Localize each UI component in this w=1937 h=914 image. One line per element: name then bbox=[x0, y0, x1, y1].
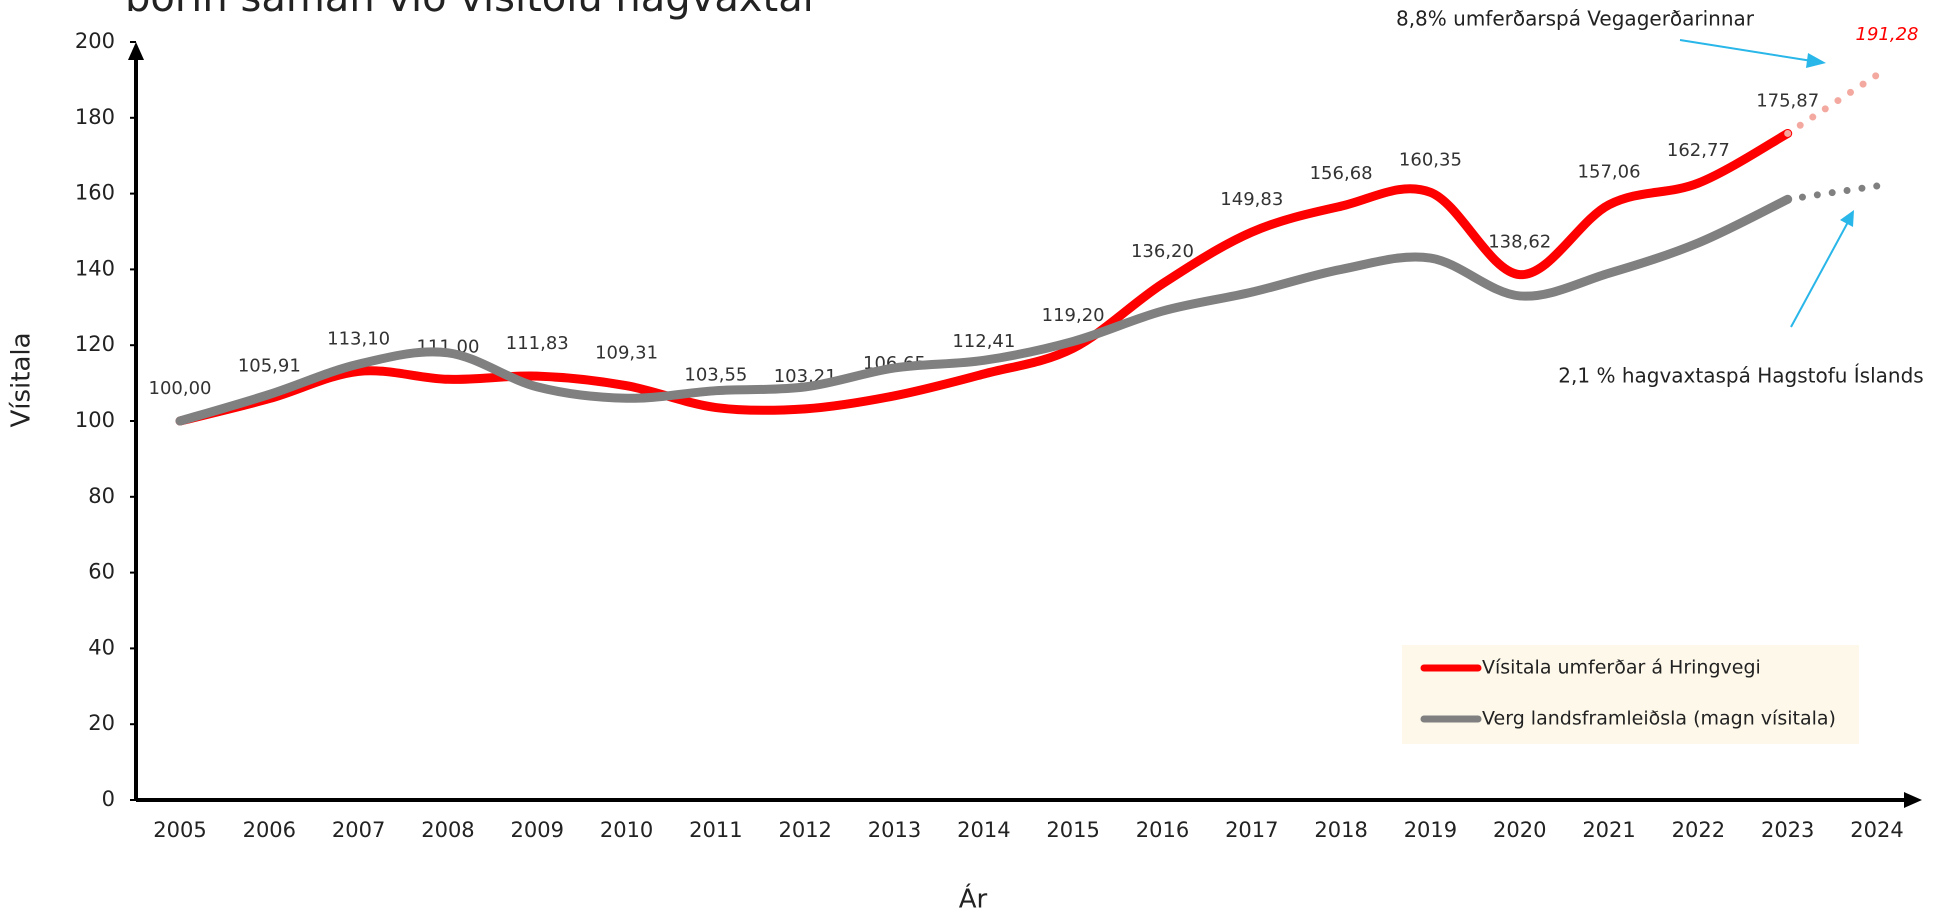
annotation-arrow bbox=[1679, 39, 1813, 62]
data-label: 119,20 bbox=[1042, 305, 1105, 326]
x-tick-label: 2019 bbox=[1404, 818, 1457, 842]
data-label: 113,10 bbox=[327, 328, 390, 349]
x-tick-label: 2013 bbox=[868, 818, 921, 842]
x-tick-label: 2017 bbox=[1225, 818, 1278, 842]
y-axis-arrow bbox=[128, 42, 144, 60]
chart-title: borin saman við vísitölu hagvaxtar bbox=[125, 0, 820, 21]
data-label: 105,91 bbox=[238, 356, 301, 377]
data-label: 136,20 bbox=[1131, 241, 1194, 262]
legend-label: Vísitala umferðar á Hringvegi bbox=[1482, 657, 1761, 679]
x-tick-label: 2021 bbox=[1582, 818, 1635, 842]
y-tick-label: 80 bbox=[88, 484, 115, 508]
x-tick-label: 2014 bbox=[957, 818, 1010, 842]
annotation-arrowhead bbox=[1806, 53, 1826, 68]
legend-label: Verg landsframleiðsla (magn vísitala) bbox=[1482, 708, 1836, 730]
data-label: 111,83 bbox=[506, 333, 569, 354]
data-label: 162,77 bbox=[1667, 140, 1730, 161]
data-label: 156,68 bbox=[1310, 163, 1373, 184]
y-tick-label: 160 bbox=[75, 181, 115, 205]
y-tick-label: 20 bbox=[88, 711, 115, 735]
series-line bbox=[175, 194, 1793, 426]
data-label: 175,87 bbox=[1756, 90, 1819, 111]
data-label: 138,62 bbox=[1488, 232, 1551, 253]
x-tick-label: 2010 bbox=[600, 818, 653, 842]
data-label: 157,06 bbox=[1578, 162, 1641, 183]
y-tick-label: 120 bbox=[75, 332, 115, 356]
data-label: 191,28 bbox=[1856, 24, 1919, 45]
x-tick-label: 2022 bbox=[1672, 818, 1725, 842]
data-label: 160,35 bbox=[1399, 149, 1462, 170]
x-tick-label: 2020 bbox=[1493, 818, 1546, 842]
x-axis-title: Ár bbox=[959, 883, 988, 914]
annotation: 8,8% umferðarspá Vegagerðarinnar bbox=[1396, 7, 1755, 31]
data-label: 103,55 bbox=[684, 365, 747, 386]
y-tick-label: 100 bbox=[75, 408, 115, 432]
data-label: 109,31 bbox=[595, 343, 658, 364]
x-tick-label: 2018 bbox=[1314, 818, 1367, 842]
data-label: 112,41 bbox=[952, 331, 1015, 352]
annotation-arrowhead bbox=[1840, 210, 1854, 227]
x-tick-label: 2008 bbox=[421, 818, 474, 842]
annotation-arrow bbox=[1790, 221, 1849, 328]
x-tick-label: 2007 bbox=[332, 818, 385, 842]
x-tick-label: 2011 bbox=[689, 818, 742, 842]
y-tick-label: 40 bbox=[88, 635, 115, 659]
y-tick-label: 140 bbox=[75, 256, 115, 280]
data-label: 100,00 bbox=[149, 378, 212, 399]
x-tick-label: 2006 bbox=[243, 818, 296, 842]
x-tick-label: 2009 bbox=[511, 818, 564, 842]
data-label: 149,83 bbox=[1220, 189, 1283, 210]
x-tick-label: 2023 bbox=[1761, 818, 1814, 842]
y-tick-label: 200 bbox=[75, 29, 115, 53]
x-tick-label: 2005 bbox=[153, 818, 206, 842]
x-axis-arrow bbox=[1904, 792, 1922, 808]
x-tick-label: 2016 bbox=[1136, 818, 1189, 842]
x-tick-label: 2024 bbox=[1850, 818, 1903, 842]
series-line bbox=[175, 128, 1793, 426]
y-tick-label: 60 bbox=[88, 560, 115, 584]
y-tick-label: 0 bbox=[102, 787, 115, 811]
x-tick-label: 2012 bbox=[778, 818, 831, 842]
y-tick-label: 180 bbox=[75, 105, 115, 129]
annotation: 2,1 % hagvaxtaspá Hagstofu Íslands bbox=[1558, 364, 1923, 388]
y-axis-title: Vísitala bbox=[7, 332, 37, 427]
forecast-line bbox=[1784, 182, 1881, 203]
x-tick-label: 2015 bbox=[1046, 818, 1099, 842]
legend-box bbox=[1402, 645, 1859, 744]
